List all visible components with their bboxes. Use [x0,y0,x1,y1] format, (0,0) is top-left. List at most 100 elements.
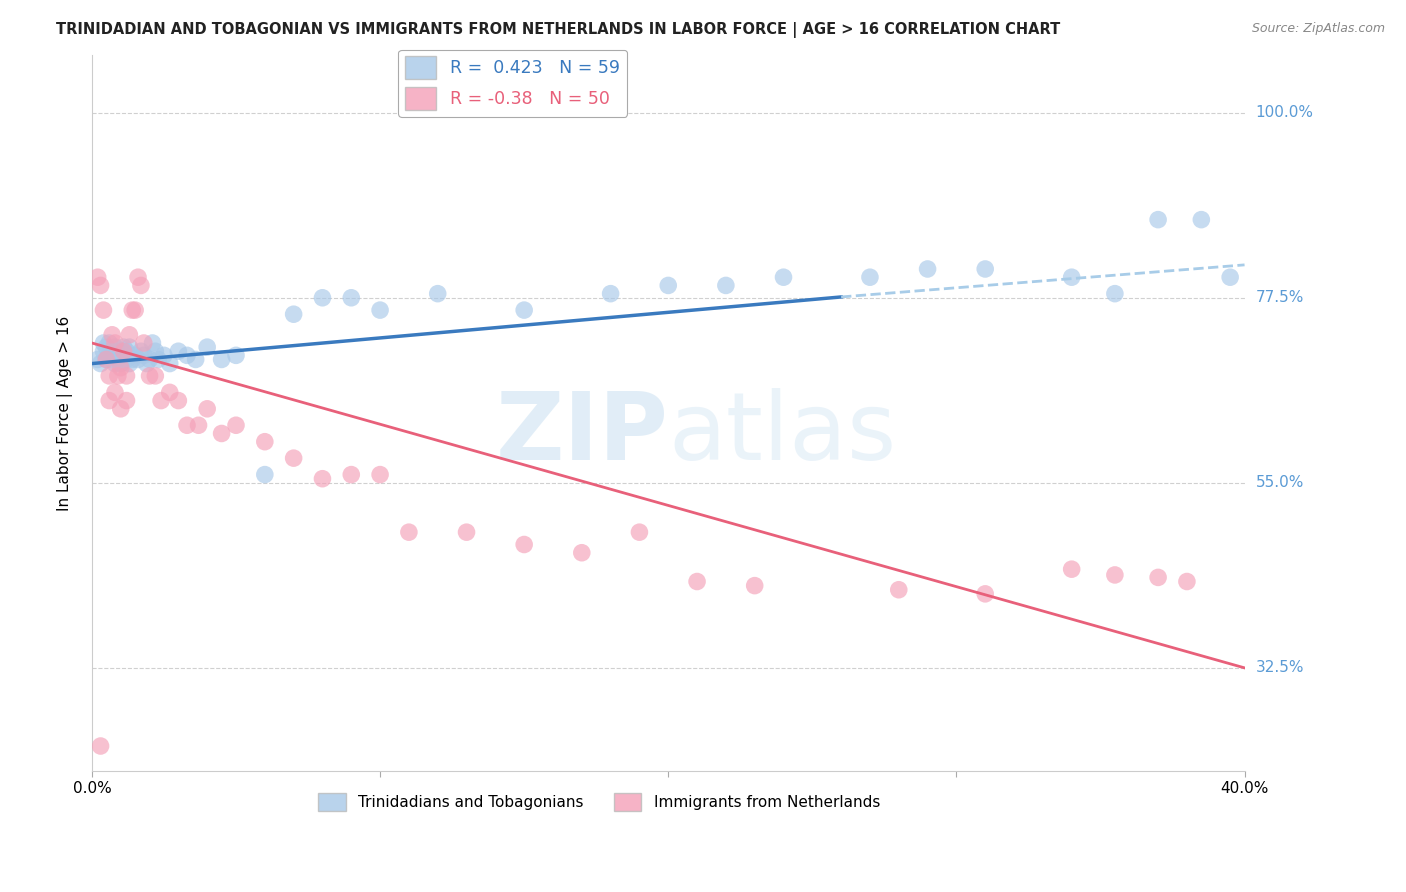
Point [1175,574,1198,589]
Point [98,336,121,351]
Point [714,278,737,293]
Point [211,426,233,441]
Point [118,340,141,354]
Point [176,348,198,362]
Point [368,467,391,482]
Point [115,368,138,383]
Point [132,348,155,362]
Point [176,418,198,433]
Point [253,434,276,449]
Legend: Trinidadians and Tobagonians, Immigrants from Netherlands: Trinidadians and Tobagonians, Immigrants… [312,787,886,817]
Text: Source: ZipAtlas.com: Source: ZipAtlas.com [1251,22,1385,36]
Point [96,352,118,367]
Point [101,327,124,342]
Text: ZIP: ZIP [495,388,668,481]
Point [283,307,305,321]
Point [187,418,209,433]
Point [195,340,218,354]
Point [571,546,593,560]
Point [96,340,118,354]
Point [859,270,882,285]
Point [98,393,121,408]
Point [456,525,478,540]
Point [115,393,138,408]
Point [90,357,112,371]
Point [93,303,115,318]
Point [101,344,124,359]
Point [141,336,163,351]
Point [167,344,190,359]
Point [110,344,132,359]
Point [110,401,132,416]
Point [90,278,112,293]
Point [86,270,108,285]
Point [148,352,170,367]
Point [118,327,141,342]
Point [311,291,333,305]
Point [115,352,138,367]
Point [772,270,794,285]
Point [311,472,333,486]
Point [107,348,129,362]
Point [340,467,363,482]
Text: TRINIDADIAN AND TOBAGONIAN VS IMMIGRANTS FROM NETHERLANDS IN LABOR FORCE | AGE >: TRINIDADIAN AND TOBAGONIAN VS IMMIGRANTS… [56,22,1060,38]
Point [98,368,121,383]
Point [104,385,127,400]
Text: 32.5%: 32.5% [1256,660,1305,675]
Point [167,393,190,408]
Point [159,357,181,371]
Point [107,352,129,367]
Point [93,344,115,359]
Point [1060,270,1083,285]
Point [93,336,115,351]
Point [887,582,910,597]
Point [135,357,157,371]
Point [1060,562,1083,576]
Point [225,348,247,362]
Point [104,336,127,351]
Point [143,368,166,383]
Point [124,348,146,362]
Point [112,348,135,362]
Point [118,357,141,371]
Point [340,291,363,305]
Point [107,368,129,383]
Point [657,278,679,293]
Point [744,579,766,593]
Point [283,451,305,466]
Point [1104,568,1126,582]
Point [86,352,108,367]
Point [974,262,997,277]
Text: 77.5%: 77.5% [1256,290,1303,305]
Point [513,537,536,551]
Text: atlas: atlas [668,388,897,481]
Point [159,385,181,400]
Point [225,418,247,433]
Point [110,360,132,375]
Point [127,352,149,367]
Y-axis label: In Labor Force | Age > 16: In Labor Force | Age > 16 [58,315,73,510]
Text: 55.0%: 55.0% [1256,475,1303,491]
Point [184,352,207,367]
Point [1219,270,1241,285]
Point [513,303,536,318]
Point [1104,286,1126,301]
Point [98,348,121,362]
Point [104,340,127,354]
Point [138,368,160,383]
Point [1189,212,1212,227]
Point [124,303,146,318]
Point [426,286,449,301]
Point [368,303,391,318]
Point [132,336,155,351]
Point [121,352,143,367]
Point [153,348,176,362]
Point [90,739,112,753]
Point [195,401,218,416]
Text: 100.0%: 100.0% [1256,105,1313,120]
Point [110,357,132,371]
Point [1147,212,1170,227]
Point [143,344,166,359]
Point [104,357,127,371]
Point [599,286,621,301]
